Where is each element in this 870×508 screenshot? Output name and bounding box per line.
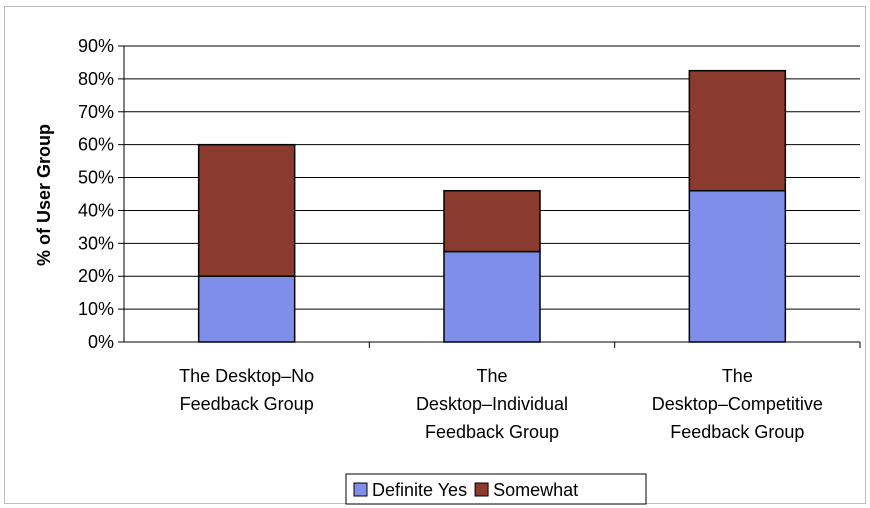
bar-somewhat xyxy=(688,69,787,192)
y-tick-label: 30% xyxy=(78,233,114,253)
bar-definite-yes xyxy=(443,250,541,343)
x-category-label: The xyxy=(476,366,507,386)
y-tick-label: 80% xyxy=(78,69,114,89)
x-category-label: Feedback Group xyxy=(180,394,314,414)
legend-swatch xyxy=(474,482,489,497)
y-tick-label: 20% xyxy=(78,266,114,286)
x-category-label: Feedback Group xyxy=(670,422,804,442)
legend-label: Definite Yes xyxy=(372,480,467,500)
bar-definite-yes xyxy=(197,275,296,343)
legend-label: Somewhat xyxy=(493,480,578,500)
y-tick-label: 90% xyxy=(78,36,114,56)
bar-somewhat xyxy=(197,143,296,277)
x-category-label: Desktop–Individual xyxy=(416,394,568,414)
legend-box xyxy=(345,473,647,505)
legend-swatch xyxy=(353,482,368,497)
y-tick-label: 40% xyxy=(78,200,114,220)
bar-definite-yes xyxy=(688,189,787,343)
y-tick-label: 10% xyxy=(78,299,114,319)
y-tick-label: 50% xyxy=(78,168,114,188)
x-category-label: Desktop–Competitive xyxy=(652,394,823,414)
x-category-label: The Desktop–No xyxy=(179,366,314,386)
y-tick-label: 70% xyxy=(78,102,114,122)
y-tick-label: 60% xyxy=(78,135,114,155)
x-category-label: Feedback Group xyxy=(425,422,559,442)
x-category-label: The xyxy=(722,366,753,386)
y-tick-label: 0% xyxy=(88,332,114,352)
y-axis-title: % of User Group xyxy=(34,124,54,266)
bar-somewhat xyxy=(443,189,541,253)
